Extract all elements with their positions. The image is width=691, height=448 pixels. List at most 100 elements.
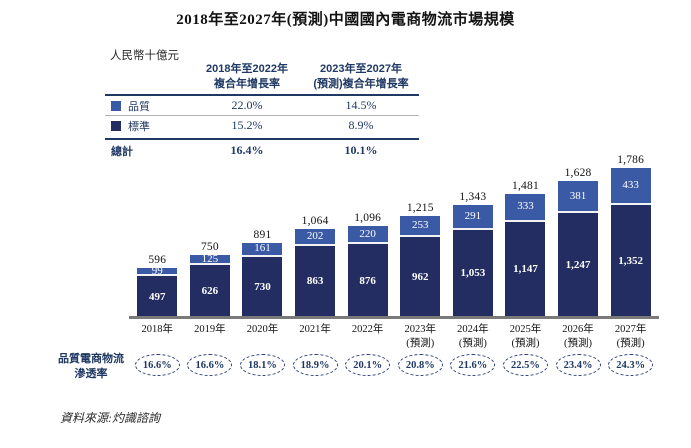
x-axis-label: 2023年 (預測) (404, 324, 437, 349)
penetration-cell: 22.5% (499, 354, 552, 376)
quality-segment: 433 (610, 168, 651, 205)
standard-legend-label: 標準 (128, 120, 150, 133)
quality-segment: 333 (505, 193, 546, 222)
quality-value-label: 202 (306, 229, 324, 242)
penetration-oval: 21.6% (450, 354, 496, 376)
standard-value-label: 876 (359, 274, 376, 287)
total-cagr-2023-2027: 10.1% (344, 143, 378, 158)
standard-value-label: 626 (201, 285, 219, 298)
quality-segment: 220 (347, 225, 388, 245)
bar-total-label: 1,343 (459, 191, 487, 204)
quality-value-label: 220 (359, 227, 376, 240)
cagr-header-spacer (105, 62, 191, 91)
standard-cagr-2023-2027: 8.9% (348, 118, 374, 133)
table-row-standard: 標準 15.2% 8.9% (105, 116, 419, 135)
bar-total-label: 750 (200, 240, 219, 253)
quality-value-label: 99 (151, 264, 163, 277)
quality-cagr-2018-2022: 22.0% (231, 98, 263, 113)
standard-cagr-2018-2022: 15.2% (231, 118, 263, 133)
x-axis-label: 2026年 (預測) (562, 324, 594, 349)
bar-total-label: 1,786 (617, 154, 645, 167)
bar-total-label: 1,064 (301, 214, 329, 227)
penetration-cell: 23.4% (552, 354, 605, 376)
quality-value-label: 333 (517, 200, 534, 213)
bar-column: 596 99 497 (131, 150, 184, 318)
x-axis-line (129, 316, 659, 319)
standard-legend-swatch (111, 120, 121, 131)
quality-value-label: 253 (412, 219, 429, 232)
penetration-oval: 18.1% (239, 354, 285, 376)
bar-column: 1,786 433 1,352 (604, 150, 657, 318)
standard-segment: 626 (189, 265, 230, 318)
penetration-oval: 20.8% (397, 354, 443, 376)
penetration-oval: 16.6% (187, 354, 233, 376)
cagr-header-2018-2022: 2018年至2022年 複合年增長率 (206, 63, 288, 90)
quality-segment: 253 (400, 216, 441, 238)
x-axis-label: 2019年 (194, 324, 226, 335)
penetration-cell: 24.3% (604, 354, 657, 376)
bar-total-label: 1,096 (354, 211, 382, 224)
table-rule-top (105, 94, 419, 97)
x-axis-label: 2027年 (預測) (614, 324, 647, 349)
total-row-label: 總計 (111, 145, 133, 158)
standard-segment: 1,147 (505, 221, 546, 318)
bar-column: 1,215 253 962 (394, 150, 447, 318)
legend-standard: 標準 (105, 118, 191, 134)
x-axis-label: 2024年 (預測) (457, 324, 489, 349)
quality-segment: 291 (452, 205, 493, 230)
penetration-cell: 16.6% (131, 354, 184, 376)
x-axis-labels: 2018年 2019年 2020年 2021年 2022年 2023年 (預測) 2024年… (131, 323, 657, 350)
table-rule-thin (105, 115, 419, 117)
quality-segment: 381 (558, 181, 599, 214)
penetration-oval: 22.5% (502, 354, 548, 376)
standard-segment: 1,247 (558, 213, 599, 318)
quality-value-label: 381 (569, 189, 587, 202)
bar-total-label: 1,628 (564, 167, 592, 180)
penetration-values-row: 16.6% 16.6% 18.1% 18.9% 20.1% 20.8% 21.6% 22.5%… (131, 354, 657, 376)
x-axis-label: 2022年 (351, 324, 384, 335)
quality-legend-swatch (111, 100, 121, 111)
penetration-row-label: 品質電商物流 滲透率 (58, 353, 124, 380)
cagr-header-2023-2027: 2023年至2027年 (預測)複合年增長率 (313, 63, 409, 90)
standard-value-label: 1,053 (460, 267, 486, 280)
standard-segment: 1,352 (610, 204, 651, 318)
standard-value-label: 1,147 (513, 263, 538, 276)
penetration-cell: 16.6% (184, 354, 237, 376)
standard-segment: 730 (242, 256, 283, 318)
standard-value-label: 1,352 (618, 254, 644, 267)
penetration-oval: 20.1% (345, 354, 391, 376)
standard-value-label: 730 (254, 280, 271, 293)
standard-segment: 497 (137, 276, 178, 318)
penetration-cell: 20.1% (341, 354, 394, 376)
standard-segment: 863 (295, 245, 336, 318)
bar-column: 1,064 202 863 (289, 150, 342, 318)
bar-total-label: 1,215 (406, 202, 434, 215)
stacked-bar-chart: 596 99 497 750 125 626 891 161 730 1,064 202 863 1,0… (131, 150, 657, 318)
bar-column: 1,481 333 1,147 (499, 150, 552, 318)
bar-total-label: 1,481 (512, 179, 539, 192)
bar-column: 1,096 220 876 (341, 150, 394, 318)
table-row-total: 總計 16.4% 10.1% (105, 140, 419, 161)
source-note: 資料來源:灼識諮詢 (60, 411, 160, 425)
penetration-oval: 16.6% (134, 354, 180, 376)
quality-segment: 202 (295, 228, 336, 246)
quality-cagr-2023-2027: 14.5% (345, 98, 377, 113)
unit-label: 人民幣十億元 (110, 50, 179, 62)
bar-total-label: 596 (148, 254, 167, 267)
chart-title: 2018年至2027年(預測)中國國內電商物流市場規模 (176, 12, 515, 28)
bar-column: 750 125 626 (184, 150, 237, 318)
x-axis-label: 2020年 (246, 324, 279, 335)
quality-segment: 161 (242, 243, 283, 257)
standard-value-label: 962 (412, 271, 429, 284)
table-rule-bottom (105, 138, 419, 141)
x-axis-label: 2018年 (141, 324, 174, 335)
quality-legend-label: 品質 (128, 100, 150, 113)
cagr-table-header-row: 2018年至2022年 複合年增長率 2023年至2027年 (預測)複合年增長… (105, 62, 419, 91)
table-row-quality: 品質 22.0% 14.5% (105, 96, 419, 115)
quality-value-label: 291 (464, 209, 482, 222)
quality-segment: 99 (137, 264, 178, 277)
standard-segment: 962 (400, 237, 441, 318)
bar-column: 891 161 730 (236, 150, 289, 318)
penetration-oval: 23.4% (555, 354, 601, 376)
